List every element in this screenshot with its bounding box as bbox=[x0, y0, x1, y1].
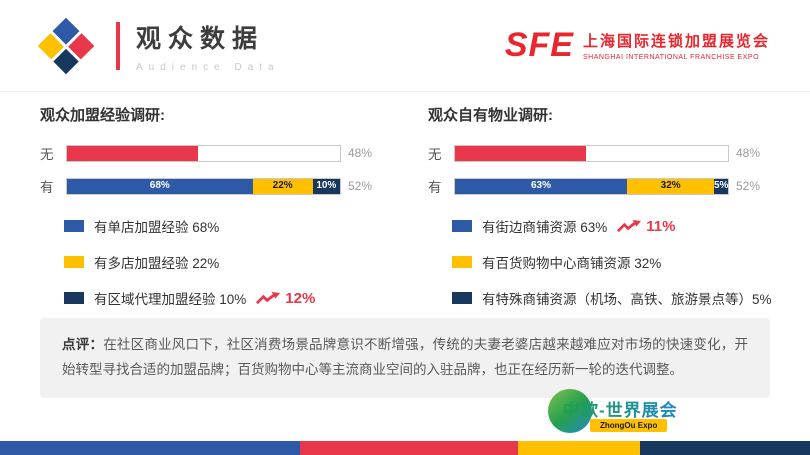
trend-percentage: 11% bbox=[646, 217, 676, 235]
trend-up-icon bbox=[617, 219, 642, 232]
bar-row: 无 48% bbox=[428, 143, 770, 163]
comment-label: 点评： bbox=[62, 337, 104, 352]
legend-swatch bbox=[452, 220, 472, 232]
bar-track: 68% 22% 10% bbox=[66, 177, 341, 195]
sfe-logo-text: SFE bbox=[504, 26, 574, 64]
bar-segment: 5% bbox=[714, 178, 728, 194]
chart-legend: 有街边商铺资源 63% 11% 有百货购物中心商铺资源 32% 有特殊商铺资源（机场、… bbox=[428, 216, 772, 308]
legend-label: 有特殊商铺资源（机场、高铁、旅游景点等）5% bbox=[482, 292, 772, 307]
strip-segment-blue bbox=[0, 441, 300, 455]
sfe-logo: SFE 上海国际连锁加盟展览会 SHANGHAI INTERNATIONAL F… bbox=[505, 26, 770, 65]
legend-swatch bbox=[452, 292, 472, 304]
bar-total-label: 48% bbox=[348, 146, 373, 160]
bar-chart: 无 48% 有 63% 32% 5% 52% bbox=[428, 143, 770, 196]
legend-item: 有区域代理加盟经验 10% 12% bbox=[64, 288, 382, 308]
bar-total-label: 52% bbox=[736, 179, 761, 193]
bar-segment-value: 32% bbox=[660, 180, 681, 191]
expo-diamond-logo bbox=[37, 17, 95, 74]
zhongou-brand-en: ZhongOu Expo bbox=[590, 419, 668, 432]
bar-total-label: 52% bbox=[348, 179, 373, 193]
legend-swatch bbox=[64, 220, 84, 232]
expo-name-block: 上海国际连锁加盟展览会 SHANGHAI INTERNATIONAL FRANC… bbox=[583, 30, 770, 61]
page-subtitle: Audience Data bbox=[136, 61, 280, 73]
legend-item: 有单店加盟经验 68% bbox=[64, 216, 382, 236]
bar-segment-value: 22% bbox=[272, 180, 293, 191]
bar-total-label: 48% bbox=[736, 146, 761, 160]
bar-category-label: 有 bbox=[40, 180, 54, 195]
legend-label: 有百货购物中心商铺资源 32% bbox=[482, 256, 662, 271]
legend-swatch bbox=[64, 292, 84, 304]
legend-item: 有多店加盟经验 22% bbox=[64, 252, 382, 272]
zhongou-expo-logo: 中欧-世界展会 ZhongOu Expo bbox=[548, 388, 718, 438]
expo-name-cn: 上海国际连锁加盟展览会 bbox=[582, 33, 770, 50]
legend-swatch bbox=[64, 256, 84, 268]
bar-track: 63% 32% 5% bbox=[454, 177, 729, 195]
bar-segment: 63% bbox=[455, 178, 627, 194]
legend-item: 有百货购物中心商铺资源 32% bbox=[452, 252, 770, 272]
bar-category-label: 无 bbox=[428, 147, 442, 162]
bar-row: 无 48% bbox=[40, 143, 382, 163]
bar-track bbox=[454, 144, 729, 162]
bar-segment bbox=[67, 145, 199, 161]
bar-segment: 22% bbox=[252, 178, 313, 194]
strip-segment-red bbox=[299, 441, 519, 455]
bar-segment: 10% bbox=[312, 178, 340, 194]
bar-segment-value: 5% bbox=[714, 180, 728, 191]
legend-label: 有街边商铺资源 63% bbox=[482, 220, 608, 235]
property-ownership-chart: 观众自有物业调研: 无 48% 有 63% 32% 5% 52% 有街边商铺资源 63% 11… bbox=[428, 104, 772, 324]
bar-segment-value: 63% bbox=[530, 180, 551, 191]
bar-chart: 无 48% 有 68% 22% 10% 52% bbox=[40, 143, 382, 196]
strip-segment-navy bbox=[639, 441, 810, 455]
bar-segment bbox=[455, 145, 587, 161]
trend-percentage: 12% bbox=[285, 289, 316, 307]
bar-row: 有 68% 22% 10% 52% bbox=[40, 176, 382, 196]
legend-swatch bbox=[452, 256, 472, 268]
bar-segment: 32% bbox=[626, 178, 715, 194]
charts-area: 观众加盟经验调研: 无 48% 有 68% 22% 10% 52% 有单店加盟经验 68% 有… bbox=[40, 104, 772, 324]
legend-item: 有街边商铺资源 63% 11% bbox=[452, 216, 770, 236]
chart-legend: 有单店加盟经验 68% 有多店加盟经验 22% 有区域代理加盟经验 10% 12% bbox=[40, 216, 382, 308]
legend-label: 有单店加盟经验 68% bbox=[94, 220, 220, 235]
bar-segment-value: 68% bbox=[149, 180, 170, 191]
globe-icon bbox=[548, 389, 592, 433]
legend-label: 有区域代理加盟经验 10% bbox=[94, 292, 247, 307]
trend-up-icon bbox=[256, 291, 281, 304]
comment-box: 点评：在社区商业风口下，社区消费场景品牌意识不断增强，传统的夫妻老婆店越来越难应… bbox=[40, 318, 770, 398]
strip-segment-yellow bbox=[518, 441, 640, 455]
footer-color-strip bbox=[0, 441, 810, 455]
bar-category-label: 有 bbox=[428, 180, 442, 195]
page-title: 观众数据 bbox=[136, 24, 265, 53]
title-block: 观众数据 Audience Data bbox=[136, 19, 280, 73]
bar-track bbox=[66, 144, 341, 162]
header: 观众数据 Audience Data SFE 上海国际连锁加盟展览会 SHANG… bbox=[0, 0, 810, 92]
title-accent-bar bbox=[116, 21, 120, 70]
franchise-experience-chart: 观众加盟经验调研: 无 48% 有 68% 22% 10% 52% 有单店加盟经验 68% 有… bbox=[40, 104, 382, 324]
bar-row: 有 63% 32% 5% 52% bbox=[428, 176, 770, 196]
legend-label: 有多店加盟经验 22% bbox=[94, 256, 220, 271]
legend-item: 有特殊商铺资源（机场、高铁、旅游景点等）5% bbox=[452, 288, 772, 308]
chart-title: 观众自有物业调研: bbox=[428, 107, 553, 124]
expo-name-en: SHANGHAI INTERNATIONAL FRANCHISE EXPO bbox=[582, 54, 760, 61]
comment-text: 在社区商业风口下，社区消费场景品牌意识不断增强，传统的夫妻老婆店越来越难应对市场… bbox=[62, 337, 749, 377]
bar-segment-value: 10% bbox=[316, 180, 337, 191]
bar-segment: 68% bbox=[67, 178, 253, 194]
chart-title: 观众加盟经验调研: bbox=[40, 107, 165, 124]
zhongou-brand-cn: 中欧-世界展会 bbox=[563, 396, 678, 421]
bar-category-label: 无 bbox=[40, 147, 54, 162]
